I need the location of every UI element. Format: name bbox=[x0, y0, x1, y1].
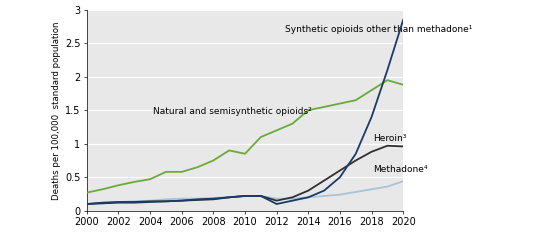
Text: Methadone⁴: Methadone⁴ bbox=[373, 165, 428, 174]
Y-axis label: Deaths per 100,000  standard population: Deaths per 100,000 standard population bbox=[52, 21, 61, 199]
Text: Heroin³: Heroin³ bbox=[373, 134, 407, 143]
Text: Synthetic opioids other than methadone¹: Synthetic opioids other than methadone¹ bbox=[284, 24, 472, 34]
Text: Natural and semisynthetic opioids²: Natural and semisynthetic opioids² bbox=[153, 107, 312, 116]
